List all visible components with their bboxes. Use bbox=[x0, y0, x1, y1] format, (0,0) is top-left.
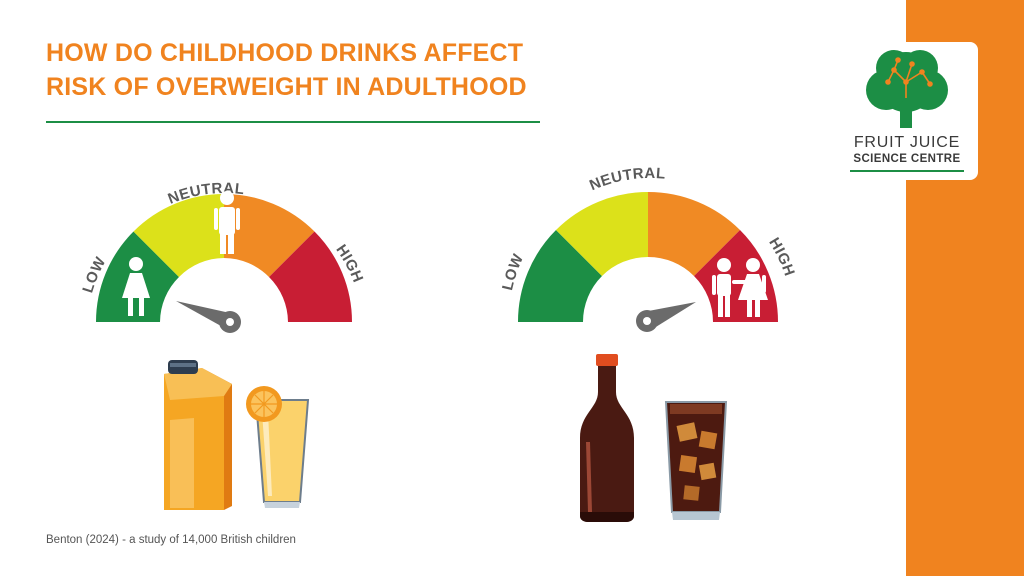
child-girl-icon bbox=[122, 257, 150, 316]
logo-underline bbox=[850, 170, 964, 172]
gauge-segment-neutral-high bbox=[224, 194, 315, 277]
juice-glass-icon bbox=[246, 386, 310, 508]
gauge-needle bbox=[176, 301, 241, 333]
page-title: HOW DO CHILDHOOD DRINKS AFFECT RISK OF O… bbox=[46, 36, 586, 104]
logo: FRUIT JUICE SCIENCE CENTRE bbox=[836, 42, 978, 180]
cola-bottle-icon bbox=[580, 354, 634, 522]
juice-carton-icon bbox=[164, 360, 232, 510]
juice-drinks-illustration bbox=[164, 360, 310, 510]
title-divider bbox=[46, 121, 540, 123]
gauge-juice: LOW NEUTRAL HIGH bbox=[79, 180, 366, 333]
gauge-segment-neutral-low bbox=[556, 191, 648, 276]
title-line-2: RISK OF OVERWEIGHT IN ADULTHOOD bbox=[46, 73, 527, 101]
gauge-cola: LOW NEUTRAL HIGH bbox=[499, 165, 798, 332]
cola-drinks-illustration bbox=[580, 354, 728, 522]
gauge-label-neutral: NEUTRAL bbox=[587, 165, 666, 194]
tree-icon bbox=[866, 50, 948, 128]
adult-figure-icon bbox=[214, 191, 240, 254]
title-line-1: HOW DO CHILDHOOD DRINKS AFFECT bbox=[46, 39, 524, 67]
gauge-label-high: HIGH bbox=[765, 235, 798, 279]
gauge-segment-neutral-high bbox=[648, 191, 740, 276]
logo-text-line-2: SCIENCE CENTRE bbox=[853, 153, 961, 165]
cola-glass-icon bbox=[664, 401, 728, 520]
couple-figures-icon bbox=[712, 258, 768, 317]
logo-text-line-1: FRUIT JUICE bbox=[853, 134, 961, 151]
gauge-segment-neutral-low bbox=[133, 194, 224, 277]
gauge-segment-high bbox=[269, 231, 352, 322]
gauge-needle bbox=[636, 302, 696, 332]
gauge-segment-low bbox=[517, 230, 602, 322]
source-footnote: Benton (2024) - a study of 14,000 Britis… bbox=[46, 534, 296, 546]
